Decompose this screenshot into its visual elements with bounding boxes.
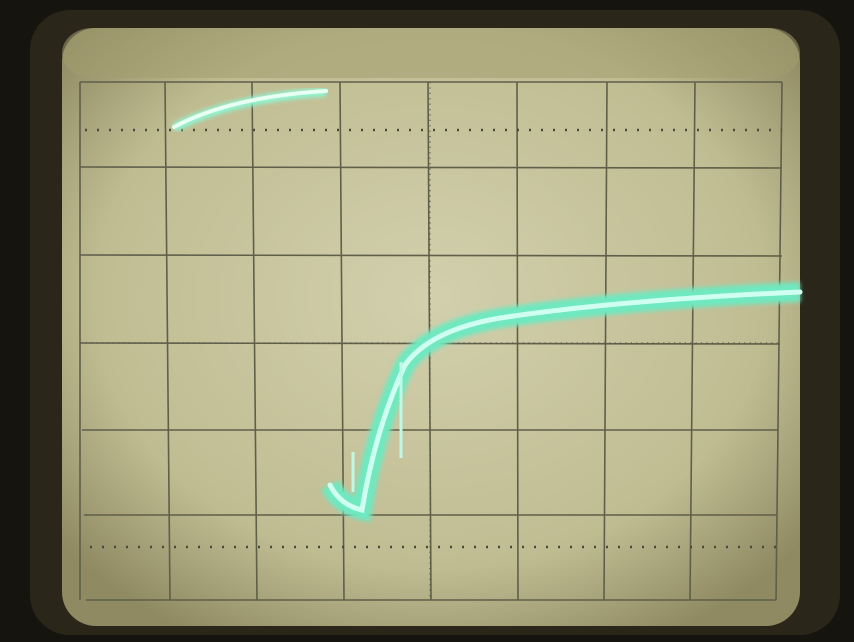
grid-line [516, 81, 519, 601]
grid-line [164, 81, 171, 601]
dotted-lines [85, 128, 782, 549]
grid-line [339, 81, 345, 601]
grid-line [79, 254, 783, 257]
center-axes [80, 82, 780, 600]
graticule [79, 81, 783, 601]
crt-screen [62, 28, 800, 626]
main-trace [327, 289, 803, 514]
grid-line [79, 166, 783, 169]
screen-top-shade [62, 28, 800, 78]
grid-line [251, 81, 258, 601]
traces [171, 87, 803, 523]
top-trace [172, 89, 328, 129]
